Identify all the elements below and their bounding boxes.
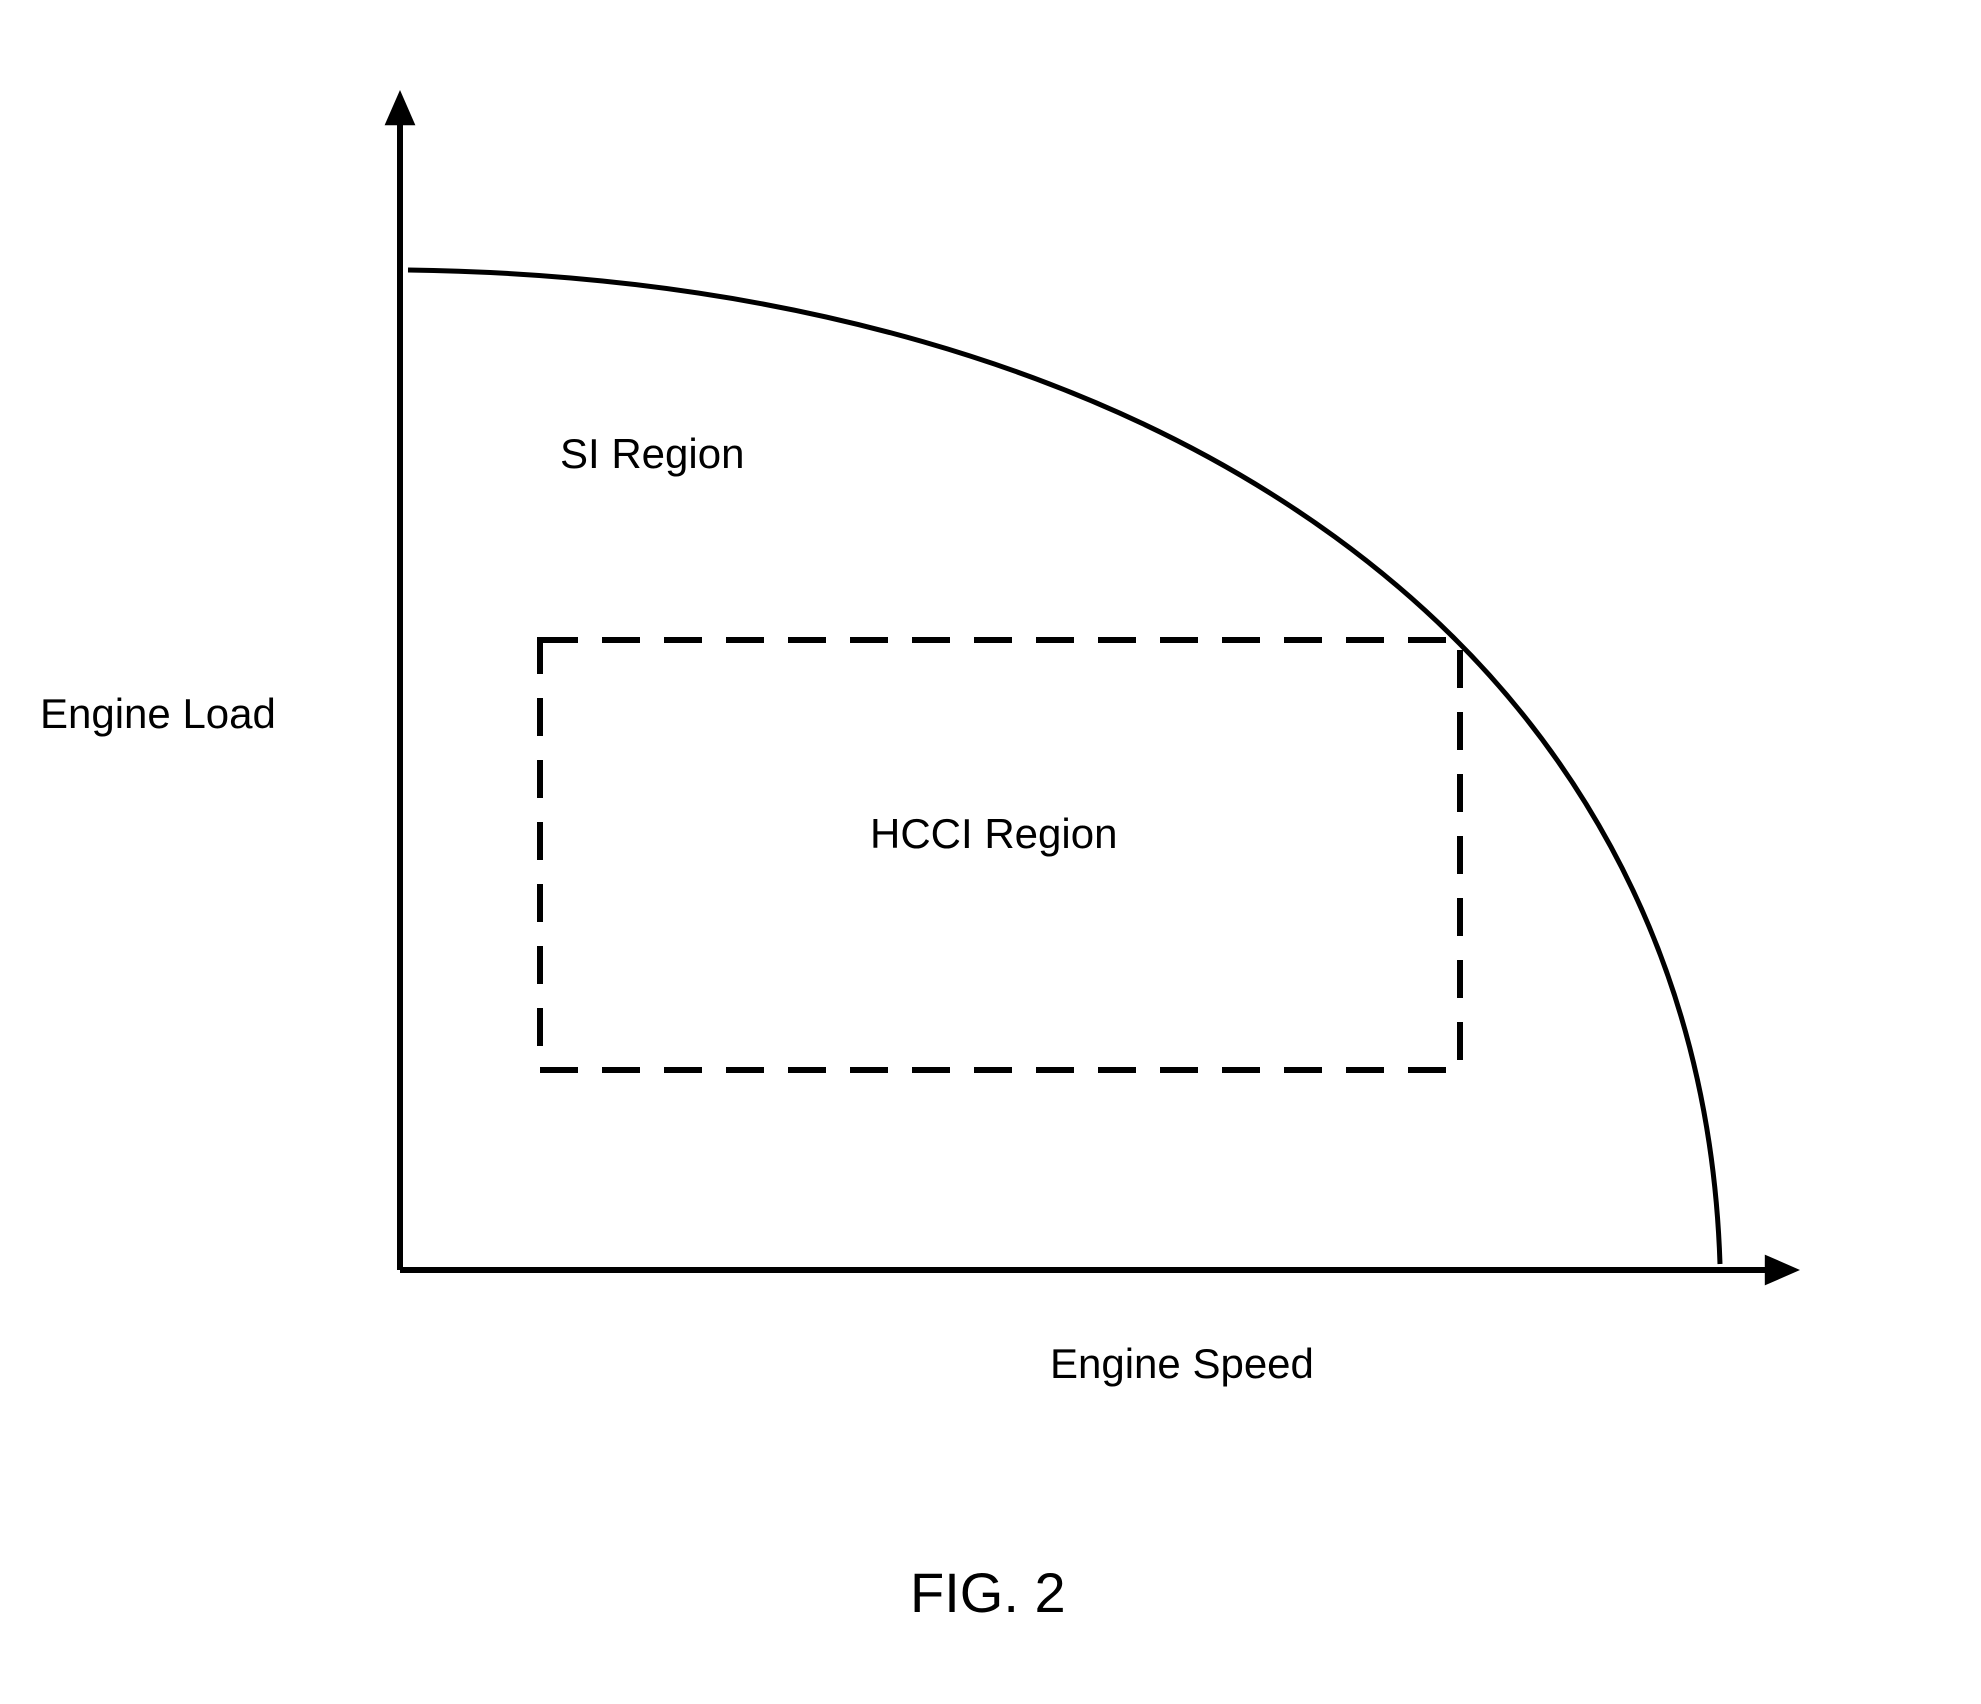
hcci-region-label: HCCI Region [870, 810, 1117, 858]
diagram-container: Engine Load Engine Speed SI Region HCCI … [0, 0, 1981, 1704]
y-axis-label: Engine Load [40, 690, 276, 738]
x-axis-label: Engine Speed [1050, 1340, 1314, 1388]
figure-label: FIG. 2 [910, 1560, 1066, 1625]
si-region-label: SI Region [560, 430, 744, 478]
